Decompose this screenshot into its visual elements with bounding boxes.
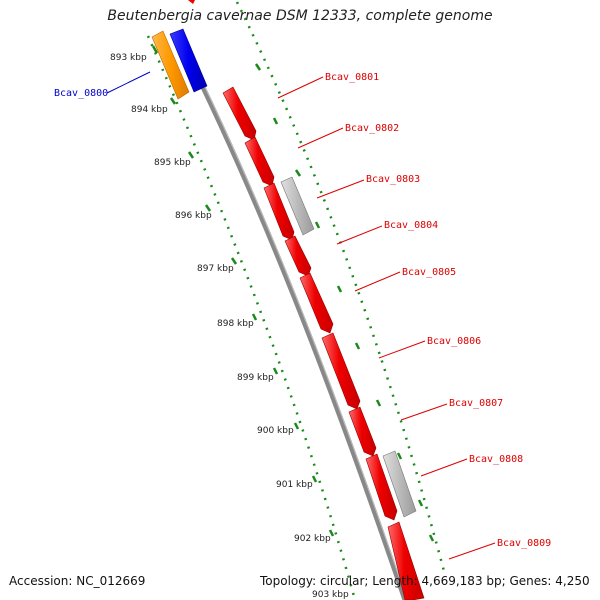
gene-bcav-0805[interactable] <box>299 272 334 334</box>
topology-text: Topology: circular; Length: 4,669,183 bp… <box>260 574 590 588</box>
tick-label-898: 898 kbp <box>217 319 254 329</box>
gene-label-bcav-0803[interactable]: Bcav_0803 <box>366 174 420 185</box>
tick-label-902: 902 kbp <box>294 534 331 544</box>
gene-bcav-0804[interactable] <box>284 235 312 277</box>
gene-label-bcav-0808[interactable]: Bcav_0808 <box>469 454 523 465</box>
gene-bcav-0803[interactable] <box>280 176 315 236</box>
gene-label-bcav-0809[interactable]: Bcav_0809 <box>497 538 551 549</box>
outer-ruler <box>235 1 447 576</box>
tick-label-895: 895 kbp <box>154 158 191 168</box>
genome-title: Beutenbergia cavernae DSM 12333, complet… <box>107 8 493 24</box>
gene-label-bcav-0805[interactable]: Bcav_0805 <box>402 267 456 278</box>
outer-ruler-ticks <box>254 63 435 542</box>
ruler-tick-labels: 893 kbp 894 kbp 895 kbp 896 kbp 897 kbp … <box>110 53 349 600</box>
gene-bcav-0801[interactable] <box>222 86 257 141</box>
gene-bcav-0808-red[interactable] <box>365 453 398 521</box>
gene-partial-top[interactable] <box>188 0 195 4</box>
forward-genes <box>222 86 425 600</box>
gene-bcav-0807[interactable] <box>348 406 377 457</box>
tick-label-896: 896 kbp <box>175 211 212 221</box>
tick-label-897: 897 kbp <box>197 264 234 274</box>
inner-ruler-ticks <box>151 45 335 537</box>
gene-label-bcav-0804[interactable]: Bcav_0804 <box>384 220 438 231</box>
gene-label-bcav-0802[interactable]: Bcav_0802 <box>345 123 399 134</box>
gene-label-bcav-0806[interactable]: Bcav_0806 <box>427 336 481 347</box>
label-connectors <box>106 71 496 560</box>
gene-labels: Bcav_0800 Bcav_0801 Bcav_0802 Bcav_0803 … <box>54 72 551 549</box>
accession-text: Accession: NC_012669 <box>9 574 146 588</box>
tick-label-894: 894 kbp <box>131 105 168 115</box>
tick-label-900: 900 kbp <box>257 426 294 436</box>
gene-bcav-0804-a[interactable] <box>263 182 295 241</box>
inner-ruler <box>146 35 357 600</box>
gene-bcav-0809[interactable] <box>387 521 425 600</box>
gene-bcav-0800[interactable] <box>169 28 208 93</box>
gene-bcav-0800-orange[interactable] <box>151 30 190 100</box>
tick-label-893: 893 kbp <box>110 53 147 63</box>
gene-label-bcav-0800[interactable]: Bcav_0800 <box>54 88 108 99</box>
gene-label-bcav-0801[interactable]: Bcav_0801 <box>325 72 379 83</box>
gene-bcav-0808[interactable] <box>382 450 417 518</box>
genome-backbone <box>177 38 408 600</box>
gene-bcav-0806[interactable] <box>321 332 361 410</box>
tick-label-899: 899 kbp <box>237 373 274 383</box>
tick-label-903: 903 kbp <box>312 590 349 600</box>
gene-bcav-0802[interactable] <box>244 136 275 187</box>
gene-label-bcav-0807[interactable]: Bcav_0807 <box>449 398 503 409</box>
tick-label-901: 901 kbp <box>276 480 313 490</box>
genome-backbone-highlight <box>181 39 408 600</box>
